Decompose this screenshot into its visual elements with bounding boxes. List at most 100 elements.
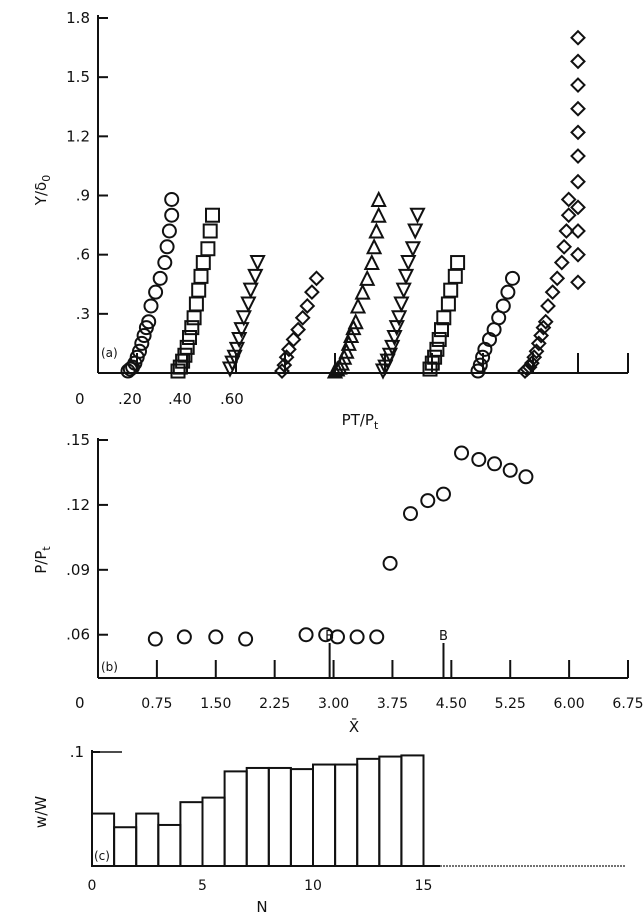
panel-c-x-tick-label: 10 (304, 878, 322, 894)
panel-a-x-tick-label-1: .40 (168, 390, 192, 408)
panel-b-annotation-label: B (439, 629, 448, 644)
panel-a-point (560, 207, 577, 224)
panel-c-panel-label: (c) (94, 849, 110, 863)
panel-a-point (447, 268, 463, 284)
panel-a-point (359, 269, 376, 286)
panel-b-y-tick-label: .09 (66, 561, 90, 579)
panel-a-y-label-main: Y/δ (32, 182, 50, 206)
panel-b-x-axis-label: X̄ (349, 717, 359, 736)
panel-b-point (454, 445, 470, 461)
panel-a-point (247, 268, 264, 286)
panel-a-point (326, 362, 344, 379)
panel-a-point (136, 328, 152, 344)
panel-a-point (338, 342, 355, 359)
panel-a-x-label-sub: t (374, 419, 379, 432)
panel-a-point (570, 77, 586, 93)
panel-a-point (570, 223, 586, 239)
panel-a-y-tick-label: .3 (76, 305, 90, 323)
panel-a-origin-label: 0 (75, 390, 85, 408)
panel-a-point (505, 270, 520, 286)
panel-a-point (290, 321, 307, 338)
panel-b-point (403, 506, 419, 522)
panel-a-point (188, 296, 204, 312)
panel-b-panel-label: (b) (101, 660, 118, 674)
panel-a-point (340, 334, 357, 351)
panel-a-point (570, 199, 586, 216)
panel-a-point (191, 282, 207, 298)
panel-c: .1 0 5 10 15 (c) w/W N (32, 743, 625, 916)
panel-c-x-axis-label: N (256, 898, 267, 916)
panel-a-point (472, 357, 488, 373)
panel-a-point (200, 241, 216, 257)
panel-a-y-tick-label: .6 (76, 246, 90, 264)
panel-b-y-label-main: P/P (32, 551, 50, 574)
panel-a-point (560, 191, 577, 208)
panel-a-point (308, 270, 325, 287)
panel-b-point (369, 629, 385, 645)
panel-b-x-tick-labels: 0.75 1.50 2.25 3.00 3.75 4.50 5.25 6.00 6.75 (141, 696, 643, 712)
panel-a-point (368, 222, 385, 239)
panel-a-point (570, 246, 586, 263)
panel-c-bar (334, 763, 359, 867)
panel-c-x-tick-labels: 0 5 10 15 (88, 878, 433, 894)
panel-a-point (407, 223, 424, 240)
panel-a-point (205, 207, 220, 223)
panel-a-point (249, 255, 266, 272)
panel-a-point (202, 223, 218, 239)
panel-a-point (570, 274, 586, 291)
panel-c-bar (378, 755, 403, 867)
panel-b-annotation-label: B (325, 629, 334, 644)
panel-a-point (157, 255, 173, 271)
panel-a-point (556, 238, 573, 255)
panel-c-bar (135, 812, 160, 867)
panel-a-x-tick-label-2: .60 (220, 390, 244, 408)
panel-a-point (384, 339, 401, 357)
panel-a-point (370, 206, 387, 223)
panel-a-point (349, 297, 367, 314)
panel-c-bar (267, 766, 292, 868)
panel-c-x-tick-label: 5 (198, 878, 207, 894)
panel-a-point (500, 284, 516, 300)
panel-b-y-tick-label: .15 (66, 431, 90, 449)
panel-b-point (176, 629, 192, 645)
panel-c-bar (356, 757, 381, 868)
panel-a-x-label-main: PT/P (342, 411, 374, 429)
panel-a-point (164, 207, 180, 223)
panel-b-point (238, 631, 254, 647)
panel-a-point (570, 53, 586, 70)
panel-a-point (161, 223, 177, 239)
panel-c-bar (113, 826, 138, 867)
panel-a-point (570, 29, 586, 46)
panel-a-point (540, 298, 556, 314)
panel-a-point (521, 359, 538, 375)
panel-c-x-tick-label: 0 (88, 878, 97, 894)
panel-a-point (450, 255, 466, 271)
panel-a-point (193, 268, 209, 284)
panel-a-point (228, 341, 246, 359)
panel-a-y-tick-labels: .3 .6 .9 1.2 1.5 1.8 (66, 9, 90, 323)
panel-b-point (471, 451, 487, 467)
panel-a-x-tick-label-0: .20 (118, 390, 142, 408)
panel-b-point (435, 486, 451, 502)
panel-a-y-tick-label: 1.2 (66, 127, 90, 145)
panel-a-point (177, 347, 193, 363)
panel-a-point (365, 238, 383, 255)
panel-b-points (147, 445, 534, 647)
panel-a-points (120, 29, 586, 380)
panel-a-point (443, 282, 459, 298)
panel-b-point (208, 629, 224, 645)
panel-c-bar (179, 801, 204, 867)
panel-a-point (570, 124, 586, 141)
panel-c-bar (157, 823, 182, 868)
panel-b-y-tick-labels: .06 .09 .12 .15 (66, 431, 90, 644)
panel-b-point (349, 629, 365, 645)
panel-a-point (553, 254, 570, 271)
panel-a-point (170, 363, 186, 379)
panel-a-point (409, 207, 426, 224)
panel-a-point (354, 283, 371, 300)
panel-c-bar (289, 768, 314, 867)
panel-a-point (303, 284, 320, 301)
panel-a-point (347, 312, 364, 330)
panel-a-y-tick-label: 1.8 (66, 9, 90, 27)
